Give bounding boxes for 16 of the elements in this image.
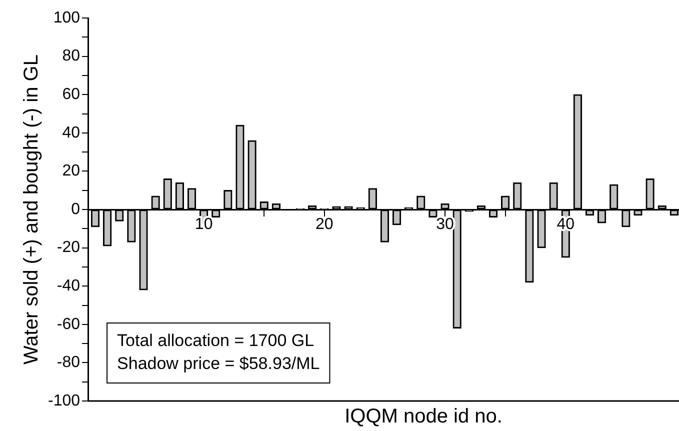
y-tick-label: -100 bbox=[48, 392, 80, 410]
annotation: Total allocation = 1700 GL bbox=[117, 331, 314, 350]
y-tick-label: 80 bbox=[62, 48, 80, 65]
y-tick-label: -20 bbox=[56, 239, 80, 256]
y-tick-label: -60 bbox=[56, 316, 80, 333]
y-tick-label: -40 bbox=[56, 278, 80, 295]
x-axis-title: IQQM node id no. bbox=[344, 406, 502, 428]
y-tick-label: 60 bbox=[62, 86, 80, 104]
y-tick-label: 40 bbox=[62, 124, 80, 142]
y-axis-title: Water sold (+) and bought (-) in GL bbox=[20, 54, 43, 364]
annotation: Shadow price = $58.93/ML bbox=[117, 354, 320, 374]
y-tick-label: 100 bbox=[53, 9, 80, 26]
y-tick-label: 0 bbox=[71, 200, 80, 218]
x-tick-label: 20 bbox=[316, 216, 334, 233]
y-tick-label: 20 bbox=[62, 162, 80, 180]
y-tick-label: -80 bbox=[56, 354, 80, 372]
